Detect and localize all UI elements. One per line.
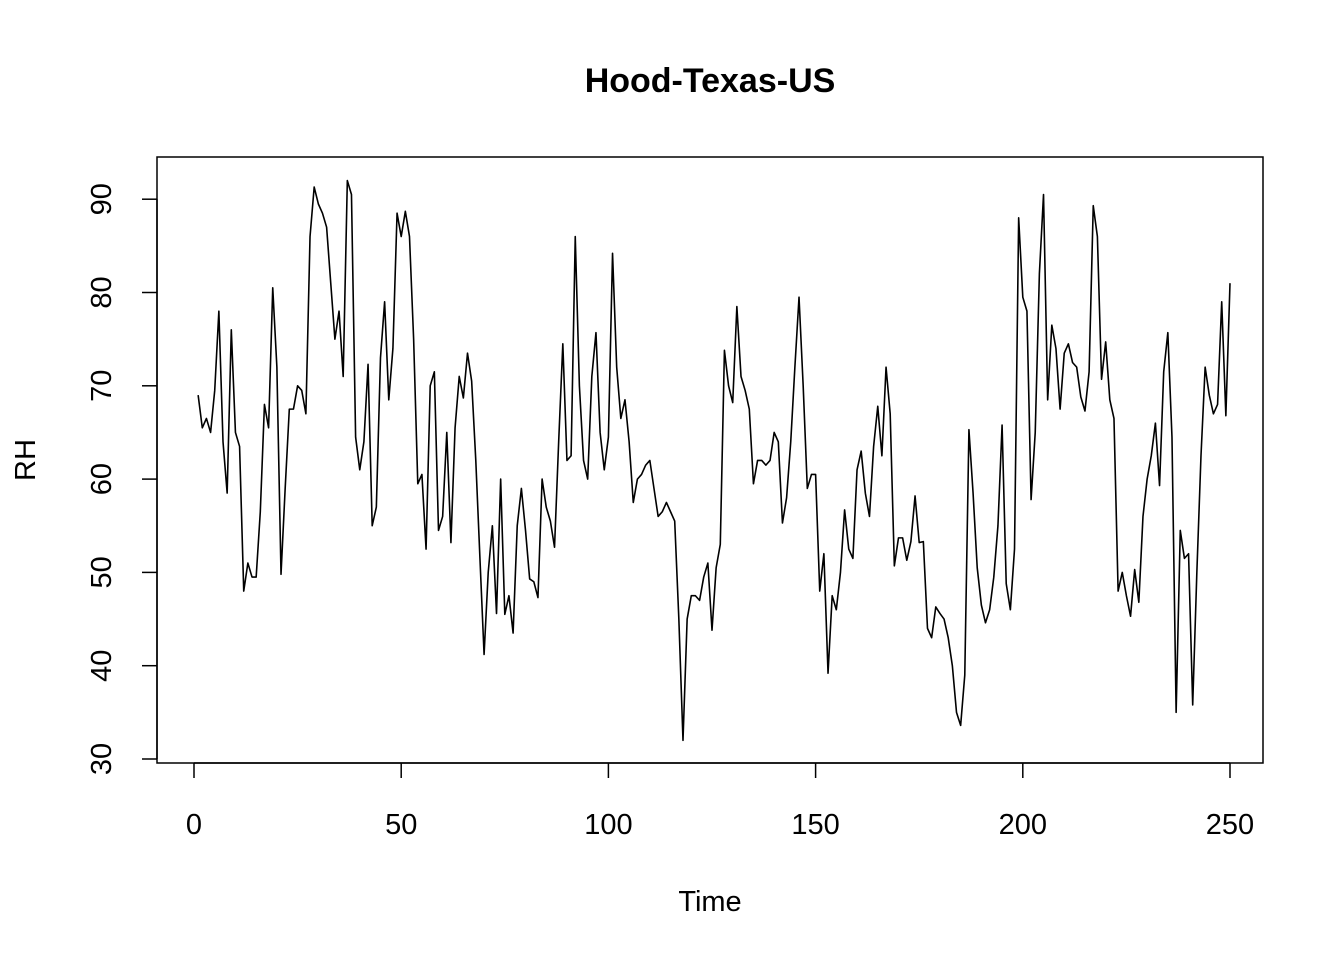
- rh-series-line: [197, 179, 1231, 742]
- chart-title: Hood-Texas-US: [585, 62, 836, 100]
- x-axis-title: Time: [678, 886, 741, 918]
- y-axis: 30 40 50 60 70 80 90: [86, 183, 158, 775]
- y-axis-title: RH: [10, 439, 42, 481]
- x-tick-label: 50: [385, 809, 417, 841]
- x-tick-label: 200: [999, 809, 1047, 841]
- y-tick-label: 30: [86, 743, 118, 775]
- y-tick-label: 80: [86, 276, 118, 308]
- x-tick-label: 0: [186, 809, 202, 841]
- y-tick-label: 50: [86, 556, 118, 588]
- x-axis: 0 50 100 150 200 250: [186, 762, 1254, 841]
- y-tick-label: 40: [86, 650, 118, 682]
- x-tick-label: 100: [584, 809, 632, 841]
- y-tick-label: 90: [86, 183, 118, 215]
- y-tick-label: 60: [86, 463, 118, 495]
- y-tick-label: 70: [86, 370, 118, 402]
- x-tick-label: 250: [1206, 809, 1254, 841]
- x-tick-label: 150: [791, 809, 839, 841]
